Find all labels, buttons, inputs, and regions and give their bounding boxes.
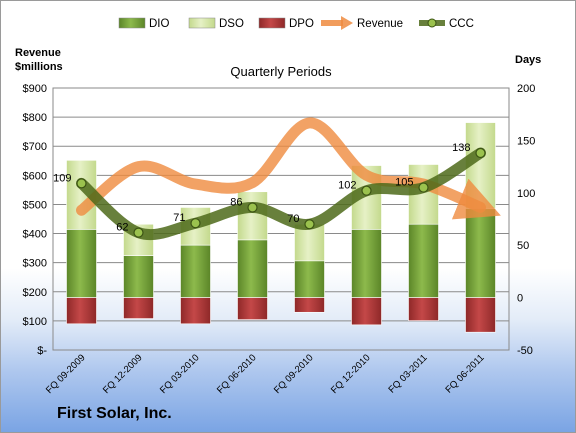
ccc-point (133, 227, 144, 238)
category-label: FQ 09-2009 (44, 352, 88, 396)
dio-legend-swatch (118, 17, 146, 29)
category-label: FQ 06-2010 (215, 352, 259, 396)
dio-bar (351, 229, 382, 298)
ccc-point (304, 219, 315, 230)
left-axis-title-line1: Revenue (15, 47, 61, 59)
ccc-data-label: 105 (395, 177, 413, 189)
dso-legend-swatch (188, 17, 216, 29)
ccc-data-label: 102 (338, 180, 356, 192)
line-series: 109 62 71 86 70 102 105 138 (53, 117, 501, 241)
dio-bar (66, 229, 97, 298)
legend-label: DIO (149, 18, 170, 30)
dio-bar (465, 208, 496, 298)
ccc-legend-marker (427, 18, 437, 28)
right-tick-label: 150 (517, 135, 535, 147)
left-tick-label: $900 (23, 83, 47, 95)
ccc-data-label: 86 (230, 196, 242, 208)
category-label: FQ 12-2009 (101, 352, 145, 396)
legend-label: DPO (289, 18, 314, 30)
left-tick-label: $- (37, 345, 47, 357)
dio-bar (408, 223, 439, 298)
left-tick-label: $500 (23, 199, 47, 211)
ccc-point (76, 178, 87, 189)
right-tick-label: -50 (517, 345, 533, 357)
dpo-bar (351, 297, 382, 326)
ccc-point (418, 182, 429, 193)
revenue-legend-arrow (341, 16, 353, 30)
bar-series (66, 122, 496, 333)
right-axis-title: Days (515, 54, 541, 66)
category-label: FQ 09-2010 (272, 352, 316, 396)
dpo-bar (180, 297, 211, 325)
plot-border (52, 87, 510, 351)
dpo-bar (123, 297, 154, 319)
dpo-bar (237, 297, 268, 320)
dio-bar (180, 244, 211, 298)
dpo-legend-swatch (258, 17, 286, 29)
ccc-data-label: 109 (53, 172, 71, 184)
ccc-data-label: 138 (452, 142, 470, 154)
dio-bar (237, 239, 268, 298)
left-axis-title-line2: $millions (15, 61, 63, 73)
left-tick-label: $700 (23, 141, 47, 153)
dso-bar (294, 223, 325, 262)
left-tick-label: $400 (23, 229, 47, 241)
left-tick-label: $800 (23, 112, 47, 124)
ccc-point (361, 185, 372, 196)
axes: $900 $800 $700 $600 $500 $400 $300 $200 $100 $- 20… (23, 83, 536, 396)
right-tick-label: 100 (517, 188, 535, 200)
category-label: FQ 03-2011 (386, 352, 429, 395)
dpo-bar (465, 297, 496, 333)
legend: DIO DSO DPO Revenue CCC (118, 16, 474, 30)
ccc-data-label: 62 (116, 222, 128, 234)
dio-bar (294, 260, 325, 298)
category-label: FQ 06-2011 (443, 352, 486, 395)
legend-label: Revenue (357, 18, 403, 30)
right-tick-label: 200 (517, 83, 535, 95)
ccc-data-label: 71 (173, 212, 185, 224)
dpo-bar (66, 297, 97, 325)
ccc-data-label: 70 (287, 213, 299, 225)
right-tick-label: 0 (517, 293, 523, 305)
dpo-bar (294, 297, 325, 313)
right-tick-label: 50 (517, 240, 529, 252)
ccc-point (247, 202, 258, 213)
chart-title: Quarterly Periods (230, 64, 332, 79)
company-name: First Solar, Inc. (57, 405, 172, 422)
left-tick-label: $100 (23, 316, 47, 328)
dpo-bar (408, 297, 439, 321)
left-tick-label: $200 (23, 287, 47, 299)
ccc-point (190, 218, 201, 229)
category-label: FQ 03-2010 (158, 352, 202, 396)
dio-bar (123, 255, 154, 298)
category-label: FQ 12-2010 (329, 352, 373, 396)
left-tick-label: $300 (23, 258, 47, 270)
legend-label: DSO (219, 18, 244, 30)
dso-bar (237, 191, 268, 241)
revenue-line (76, 117, 501, 220)
legend-label: CCC (449, 18, 474, 30)
left-tick-label: $600 (23, 170, 47, 182)
ccc-point (475, 147, 486, 159)
